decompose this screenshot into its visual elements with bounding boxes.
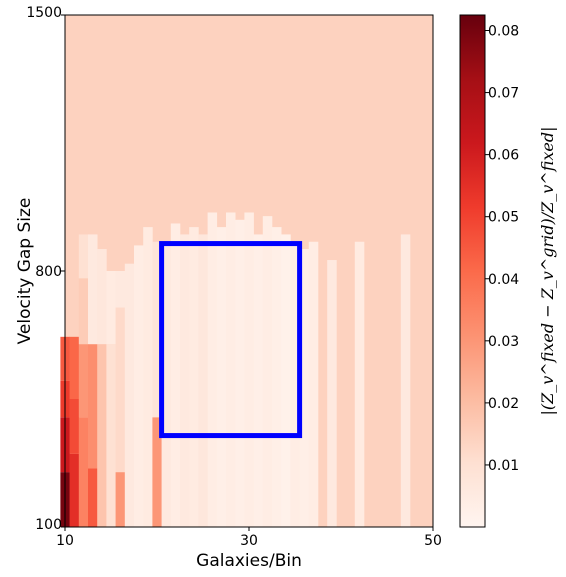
x-tick-label: 50 [424,533,442,549]
y-tick-label: 100 [35,517,62,533]
colorbar-ticks: 0.01 0.02 0.03 0.04 0.05 0.06 0.07 0.08 [485,24,519,474]
heatmap-cell [180,234,190,527]
heatmap-cell [115,472,126,527]
heatmap-cell [327,260,337,527]
heatmap-cell [152,417,162,527]
heatmap-cell [106,271,116,345]
colorbar-tick-label: 0.04 [488,272,519,288]
heatmap-cell [78,278,89,345]
colorbar-bar [459,14,486,528]
heatmap-cell [189,227,199,528]
heatmap-cell [143,227,153,528]
heatmap-cell [216,227,227,528]
heatmap-cell [235,219,245,528]
y-axis-label: Velocity Gap Size [15,198,35,345]
heatmap-cell [354,241,365,528]
x-axis-ticks: 10 30 50 [56,527,442,549]
plot-area [60,14,434,528]
colorbar-tick-label: 0.06 [488,148,519,164]
highlight-box [159,241,303,439]
heatmap-cell [69,336,80,399]
colorbar-tick-label: 0.07 [488,86,519,102]
colorbar: 0.01 0.02 0.03 0.04 0.05 0.06 0.07 0.08 |(Z_v^f… [459,14,557,528]
heatmap-cell [115,307,126,473]
colorbar-label: |(Z_v^fixed − Z_v^grid)/Z_v^fixed| [538,127,557,416]
y-tick-label: 1500 [26,5,62,21]
heatmap-cell [78,344,89,418]
heatmap-cell [152,241,162,418]
heatmap-cell [400,234,411,527]
heatmap-cell [290,241,300,528]
colorbar-tick-label: 0.03 [488,334,519,350]
heatmap-cell [78,234,89,279]
heatmap-cell [97,249,107,345]
colorbar-tick-label: 0.08 [488,24,519,40]
heatmap-cell [262,216,273,527]
heatmap-cells [60,212,411,528]
heatmap-cell [88,468,98,527]
colorbar-tick-label: 0.01 [488,458,519,474]
heatmap-cell [88,344,98,469]
heatmap-cell [161,241,172,528]
heatmap-cell [272,227,282,528]
heatmap-cell [308,241,319,528]
heatmap-cell [207,212,218,528]
y-tick-label: 800 [35,264,62,280]
heatmap-cell [244,212,254,528]
heatmap-cell [115,271,126,308]
heatmap-cell [69,453,80,527]
colorbar-tick-label: 0.05 [488,210,519,226]
heatmap-cell [78,417,89,527]
x-tick-label: 10 [56,533,74,549]
heatmap-cell [281,234,291,527]
heatmap-cell [106,344,116,527]
heatmap-cell [170,223,181,527]
colorbar-tick-label: 0.02 [488,396,519,412]
x-axis-label: Galaxies/Bin [196,551,302,571]
heatmap-cell [124,263,135,527]
heatmap-cell [226,212,236,528]
heatmap-cell [198,234,208,527]
heatmap-cell [97,344,107,527]
heatmap-cell [299,249,310,527]
y-axis-ticks: 100 800 1500 [26,5,65,533]
heatmap-cell [253,234,264,527]
heatmap-cell [69,399,80,454]
x-tick-label: 30 [240,533,258,549]
heatmap-cell [88,234,98,345]
heatmap-cell [134,245,144,527]
